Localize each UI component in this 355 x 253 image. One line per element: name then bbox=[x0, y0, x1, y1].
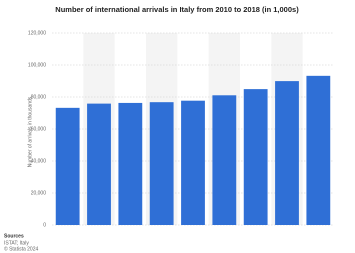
y-tick-label: 0 bbox=[43, 222, 46, 228]
bar bbox=[212, 95, 237, 225]
source-copyright: © Statista 2024 bbox=[4, 245, 38, 252]
bar bbox=[87, 103, 111, 225]
bar bbox=[149, 102, 174, 225]
chart-title: Number of international arrivals in Ital… bbox=[55, 5, 299, 14]
bar bbox=[306, 75, 331, 225]
y-axis-label: Number of arrivals in thousands bbox=[27, 96, 33, 167]
y-tick-label: 40,000 bbox=[31, 158, 47, 164]
bar bbox=[55, 107, 80, 225]
bar bbox=[181, 100, 205, 225]
y-tick-label: 60,000 bbox=[31, 126, 47, 132]
y-tick-label: 120,000 bbox=[28, 30, 46, 36]
y-tick-label: 20,000 bbox=[31, 190, 47, 196]
y-tick-label: 80,000 bbox=[31, 94, 47, 100]
source-heading: Sources bbox=[4, 233, 24, 239]
y-tick-label: 100,000 bbox=[28, 62, 46, 68]
bar bbox=[118, 102, 143, 225]
bar bbox=[243, 89, 268, 226]
source-text: ISTAT; Italy bbox=[4, 240, 29, 246]
bar bbox=[275, 81, 299, 225]
